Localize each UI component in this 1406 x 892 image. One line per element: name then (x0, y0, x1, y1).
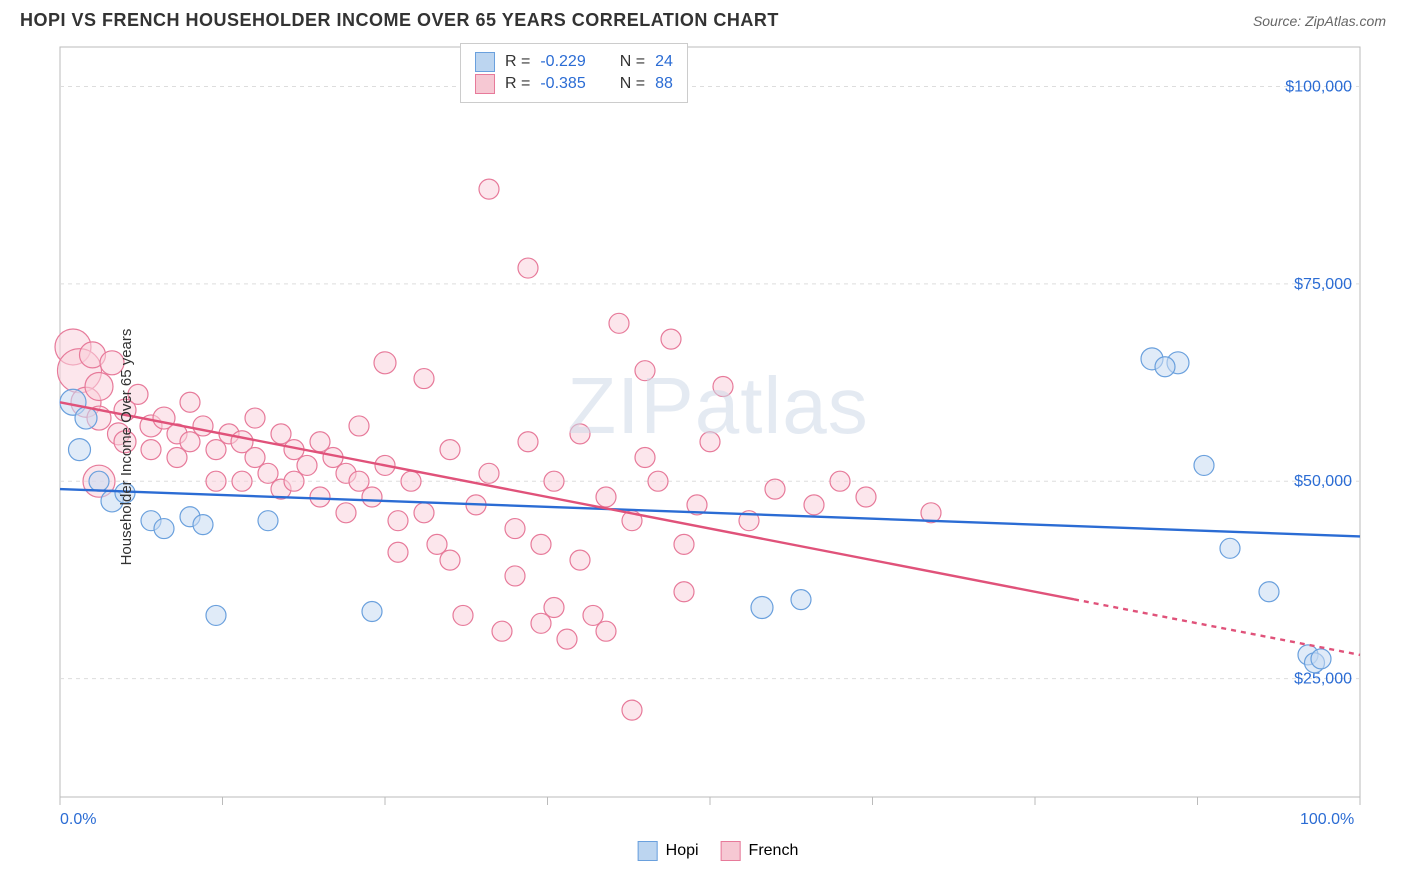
legend-r-label: R = (505, 75, 530, 93)
legend-label: Hopi (666, 842, 699, 860)
legend-n-value: 24 (655, 53, 673, 71)
series-legend: Hopi French (638, 841, 799, 861)
legend-swatch (475, 52, 495, 72)
legend-label: French (749, 842, 799, 860)
legend-r-value: -0.229 (540, 53, 585, 71)
legend-item: Hopi (638, 841, 699, 861)
legend-item: French (721, 841, 799, 861)
legend-r-label: R = (505, 53, 530, 71)
scatter-chart: $25,000 $50,000 $75,000 $100,000 (50, 37, 1370, 827)
legend-n-label: N = (620, 75, 645, 93)
legend-row: R = -0.229 N = 24 (475, 52, 673, 72)
legend-swatch (638, 841, 658, 861)
source-label: Source: ZipAtlas.com (1253, 13, 1386, 29)
legend-r-value: -0.385 (540, 75, 585, 93)
x-axis-max-label: 100.0% (1300, 811, 1354, 829)
legend-swatch (721, 841, 741, 861)
y-axis-label: Householder Income Over 65 years (118, 329, 135, 566)
legend-n-value: 88 (655, 75, 673, 93)
correlation-legend: R = -0.229 N = 24 R = -0.385 N = 88 (460, 43, 688, 103)
legend-n-label: N = (620, 53, 645, 71)
svg-text:$50,000: $50,000 (1294, 473, 1352, 490)
legend-swatch (475, 74, 495, 94)
svg-text:$75,000: $75,000 (1294, 276, 1352, 293)
x-axis-min-label: 0.0% (60, 811, 96, 829)
svg-text:$100,000: $100,000 (1285, 78, 1352, 95)
chart-title: HOPI VS FRENCH HOUSEHOLDER INCOME OVER 6… (20, 10, 779, 31)
legend-row: R = -0.385 N = 88 (475, 74, 673, 94)
svg-text:$25,000: $25,000 (1294, 671, 1352, 688)
chart-container: Householder Income Over 65 years ZIPatla… (50, 37, 1386, 857)
